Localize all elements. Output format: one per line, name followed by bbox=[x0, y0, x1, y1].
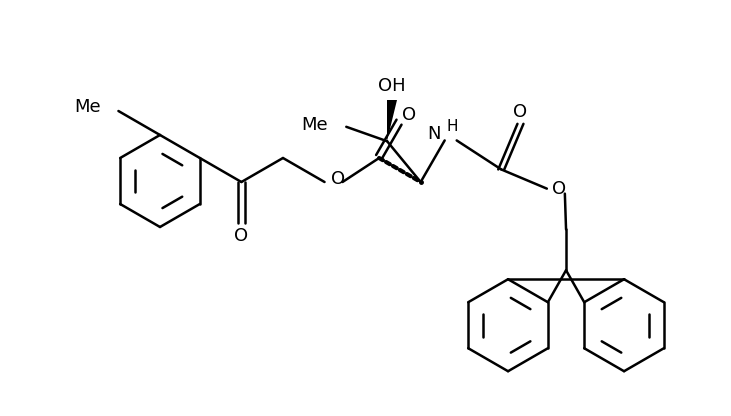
Text: O: O bbox=[403, 106, 417, 124]
Text: N: N bbox=[427, 126, 441, 144]
Text: O: O bbox=[513, 103, 528, 121]
Text: OH: OH bbox=[378, 77, 406, 95]
Text: Me: Me bbox=[302, 116, 328, 134]
Text: O: O bbox=[331, 170, 346, 188]
Text: Me: Me bbox=[74, 98, 100, 116]
Text: O: O bbox=[552, 180, 566, 198]
Text: H: H bbox=[447, 119, 458, 134]
Polygon shape bbox=[387, 100, 397, 141]
Text: O: O bbox=[235, 227, 249, 245]
